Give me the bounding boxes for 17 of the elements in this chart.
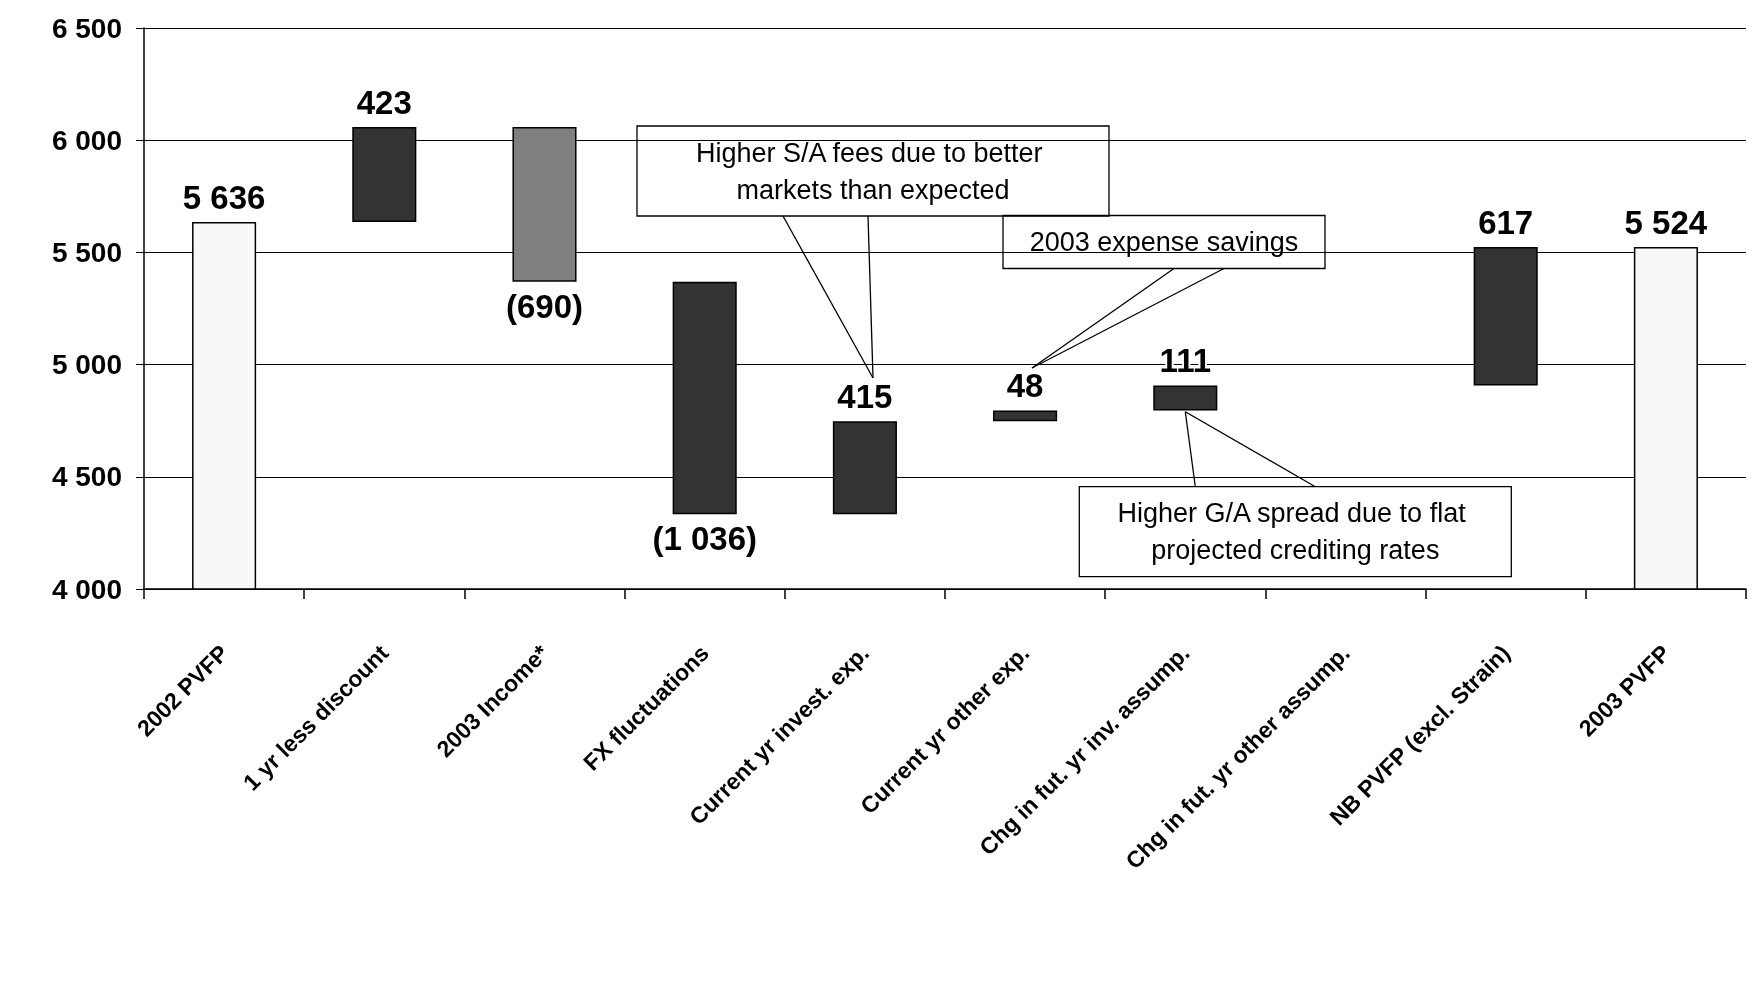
y-tick-label: 5 000	[51, 349, 122, 381]
y-tick-label: 6 500	[51, 12, 122, 44]
annotation: 2003 expense savings	[1029, 227, 1299, 257]
y-tick-label: 6 000	[51, 124, 122, 156]
data-label: 48	[1006, 367, 1044, 405]
annotation: Higher S/A fees due to better markets than expected	[695, 137, 1051, 205]
data-label: 5 524	[1624, 204, 1708, 242]
data-label: (1 036)	[652, 520, 757, 558]
y-tick-label: 4 500	[51, 461, 122, 493]
data-label: (690)	[505, 287, 584, 325]
data-label: 5 636	[182, 178, 266, 216]
data-label: 415	[837, 378, 893, 416]
data-label: 617	[1478, 204, 1534, 242]
data-label: 423	[356, 83, 412, 121]
annotation: Higher G/A spread due to flat projected crediting rates	[1117, 498, 1474, 566]
y-tick-label: 4 000	[51, 573, 122, 605]
y-tick-label: 5 500	[51, 236, 122, 268]
